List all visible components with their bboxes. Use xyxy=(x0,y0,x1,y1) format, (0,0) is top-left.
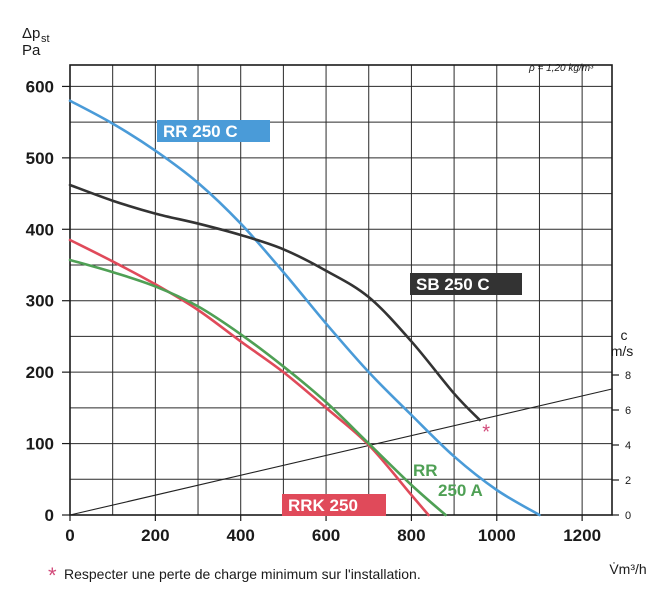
label-rr-250-c-text: RR 250 C xyxy=(163,122,238,141)
velocity-line xyxy=(69,388,613,516)
x-tick-label: 1200 xyxy=(563,526,601,545)
series-rr-250-c xyxy=(68,99,541,517)
grid xyxy=(69,64,613,516)
y-tick-label: 400 xyxy=(26,220,54,239)
footnote-text: Respecter une perte de charge minimum su… xyxy=(64,566,421,582)
series-group: * xyxy=(68,99,541,517)
label-rr-250-c-bg xyxy=(157,120,270,142)
y-axis-label-sub: st xyxy=(41,33,50,45)
series-sb-250-c xyxy=(68,183,482,422)
label-rrk-250-text: RRK 250 xyxy=(288,496,358,515)
y-tick-label: 0 xyxy=(45,506,54,525)
density-note: ρ = 1,20 kg/m³ xyxy=(528,63,594,74)
plot-frame xyxy=(69,64,613,516)
label-rrk-250-bg xyxy=(282,494,386,516)
axes: 0 200 400 600 800 1000 1200 0 100 200 300 400 500 600… xyxy=(26,77,632,545)
right-tick-label: 2 xyxy=(625,475,631,487)
footnote-star: * xyxy=(48,563,57,588)
y-tick-label: 500 xyxy=(26,149,54,168)
y-tick-label: 600 xyxy=(26,77,54,96)
y-tick-label: 300 xyxy=(26,292,54,311)
label-rr-250-a-line2: 250 A xyxy=(438,481,483,500)
right-tick-label: 8 xyxy=(625,370,631,382)
x-tick-label: 0 xyxy=(65,526,74,545)
series-rrk-250 xyxy=(68,238,430,517)
x-tick-label: 200 xyxy=(141,526,169,545)
y-axis-label: Δp xyxy=(22,25,40,42)
x-axis-label: V̇m³/h xyxy=(609,561,646,577)
label-rrk-250: RRK 250 xyxy=(282,494,386,516)
right-tick-label: 4 xyxy=(625,440,631,452)
velocity-line-path xyxy=(69,388,613,516)
label-sb-250-c-text: SB 250 C xyxy=(416,275,490,294)
y-tick-label: 100 xyxy=(26,435,54,454)
label-rr-250-c: RR 250 C xyxy=(157,120,270,142)
x-tick-label: 1000 xyxy=(478,526,516,545)
x-tick-label: 400 xyxy=(227,526,255,545)
label-sb-250-c: SB 250 C xyxy=(410,273,522,295)
series-rr-250-a xyxy=(68,258,447,517)
label-sb-250-c-bg xyxy=(410,273,522,295)
right-axis-label: c xyxy=(621,327,628,343)
right-tick-label: 6 xyxy=(625,405,631,417)
right-axis-unit: m/s xyxy=(611,343,634,359)
label-rr-250-a-line1: RR xyxy=(413,461,438,480)
x-tick-label: 600 xyxy=(312,526,340,545)
minimum-loss-marker: * xyxy=(482,422,490,444)
x-tick-label: 800 xyxy=(397,526,425,545)
y-axis-unit: Pa xyxy=(22,42,41,59)
right-tick-label: 0 xyxy=(625,510,631,522)
y-tick-label: 200 xyxy=(26,363,54,382)
